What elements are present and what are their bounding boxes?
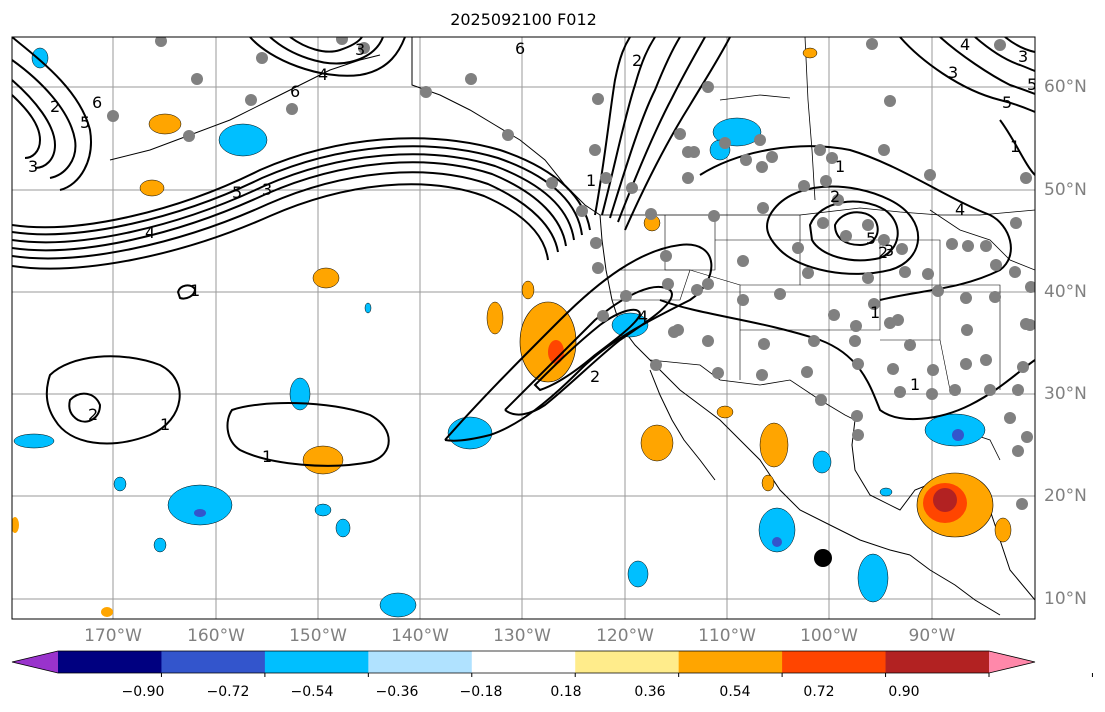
colorbar-segment — [161, 651, 266, 673]
svg-text:1: 1 — [160, 415, 170, 434]
lat-label: 10°N — [1044, 589, 1087, 609]
svg-text:3: 3 — [355, 40, 365, 59]
colorbar-extend-low — [12, 651, 58, 673]
svg-text:3: 3 — [948, 63, 958, 82]
colorbar-tick-label: 0.36 — [634, 684, 666, 700]
lon-label: 140°W — [391, 626, 449, 646]
colorbar-segment — [471, 651, 576, 673]
svg-text:4: 4 — [318, 65, 328, 84]
svg-text:4: 4 — [145, 223, 155, 242]
svg-text:1: 1 — [910, 375, 920, 394]
colorbar-segment — [368, 651, 473, 673]
colorbar-tick-label: 0.72 — [803, 684, 835, 700]
lon-label: 90°W — [908, 626, 956, 646]
colorbar-tick-label: −0.36 — [375, 684, 419, 700]
svg-text:1: 1 — [835, 157, 845, 176]
svg-text:3: 3 — [28, 157, 38, 176]
svg-text:1: 1 — [1010, 137, 1020, 156]
svg-text:5: 5 — [866, 229, 876, 248]
svg-text:1: 1 — [190, 281, 200, 300]
svg-text:4: 4 — [960, 35, 970, 54]
svg-text:2: 2 — [88, 405, 98, 424]
colorbar-tick-label: −0.90 — [121, 684, 165, 700]
svg-text:5: 5 — [80, 113, 90, 132]
svg-text:6: 6 — [92, 93, 102, 112]
lat-label: 50°N — [1044, 180, 1087, 200]
colorbar-tick-label: −0.72 — [206, 684, 250, 700]
svg-text:4: 4 — [955, 200, 965, 219]
lat-label: 20°N — [1044, 486, 1087, 506]
lon-label: 130°W — [493, 626, 551, 646]
colorbar-outline — [11, 650, 1036, 674]
colorbar-segment — [264, 651, 369, 673]
contour-value-labels: 1 2 1 1 4 3 5 4 6 3 3 2 5 6 6 1 2 4 1 1 … — [28, 35, 1037, 466]
svg-text:4: 4 — [638, 307, 648, 326]
lat-label: 60°N — [1044, 77, 1087, 97]
station-dots — [107, 37, 1035, 510]
svg-text:3: 3 — [262, 180, 272, 199]
svg-text:3: 3 — [1018, 47, 1028, 66]
colorbar-tick-label: −0.54 — [290, 684, 334, 700]
tropical-cyclone-marker — [814, 549, 832, 567]
colorbar — [11, 650, 1093, 677]
svg-text:2: 2 — [632, 51, 642, 70]
svg-text:2: 2 — [590, 367, 600, 386]
colorbar-tick-label: 0.18 — [550, 684, 582, 700]
colorbar-tick-label: 0.90 — [888, 684, 920, 700]
svg-text:1: 1 — [870, 303, 880, 322]
svg-text:1: 1 — [262, 447, 272, 466]
lon-label: 120°W — [596, 626, 654, 646]
svg-text:5: 5 — [232, 183, 242, 202]
colorbar-extend-high — [989, 651, 1035, 673]
map-title: 2025092100 F012 — [450, 10, 597, 29]
svg-text:6: 6 — [290, 82, 300, 101]
map-frame — [11, 36, 1036, 620]
lon-label: 100°W — [800, 626, 858, 646]
svg-text:5: 5 — [1027, 75, 1037, 94]
svg-text:5: 5 — [1002, 93, 1012, 112]
svg-text:2: 2 — [830, 187, 840, 206]
lon-label: 160°W — [187, 626, 245, 646]
svg-text:2: 2 — [878, 243, 888, 262]
svg-text:1: 1 — [586, 171, 596, 190]
svg-text:6: 6 — [515, 39, 525, 58]
lat-label: 30°N — [1044, 384, 1087, 404]
lon-label: 170°W — [84, 626, 142, 646]
colorbar-segment — [575, 651, 680, 673]
lat-label: 40°N — [1044, 282, 1087, 302]
lon-label: 150°W — [289, 626, 347, 646]
svg-text:3: 3 — [884, 241, 894, 260]
colorbar-tick-label: 0.54 — [719, 684, 751, 700]
colorbar-segment — [885, 651, 990, 673]
colorbar-segment — [782, 651, 887, 673]
colorbar-segment — [678, 651, 783, 673]
colorbar-segment — [58, 651, 162, 673]
colorbar-tick-label: −0.18 — [459, 684, 503, 700]
lon-label: 110°W — [698, 626, 756, 646]
svg-text:2: 2 — [50, 97, 60, 116]
